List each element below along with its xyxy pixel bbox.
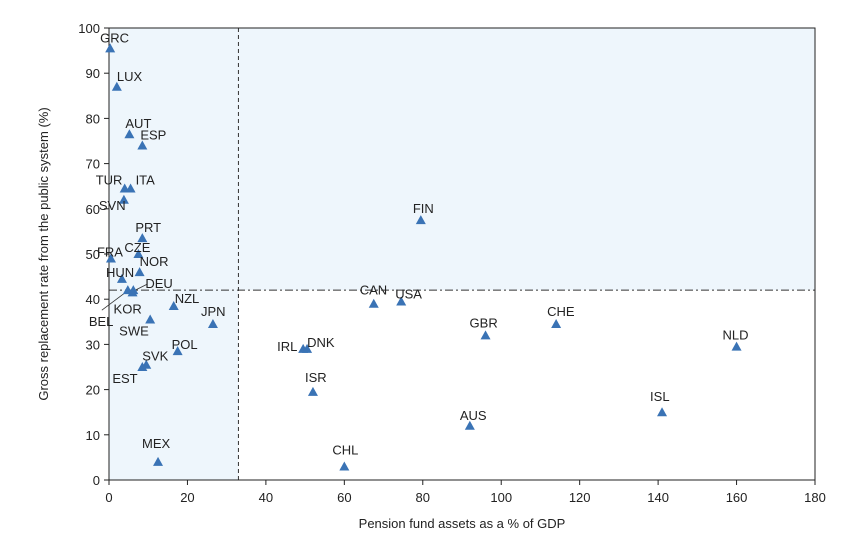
reference-lines [109, 28, 815, 480]
point-marker-chl [339, 461, 350, 471]
x-axis: 0 20 40 60 80 100 120 140 160 180 [105, 480, 826, 505]
point-label-svk: SVK [142, 349, 168, 364]
point-label-can: CAN [360, 283, 387, 298]
point-label-tur: TUR [96, 172, 123, 187]
x-tick-label: 180 [804, 490, 826, 505]
point-label-fra: FRA [97, 245, 123, 260]
point-label-jpn: JPN [201, 304, 226, 319]
y-tick-label: 40 [86, 292, 100, 307]
x-tick-label: 0 [105, 490, 112, 505]
point-marker-kor [127, 287, 138, 297]
point-label-che: CHE [547, 304, 575, 319]
y-axis: 0 10 20 30 40 50 60 70 80 90 100 [78, 21, 109, 488]
y-tick-label: 80 [86, 111, 100, 126]
point-label-svn: SVN [99, 198, 126, 213]
point-marker-cze [133, 249, 144, 258]
point-marker-nor [134, 267, 145, 277]
point-marker-nld [731, 341, 742, 351]
point-marker-jpn [207, 319, 218, 329]
point-marker-dnk [302, 343, 313, 353]
point-label-kor: KOR [114, 301, 142, 316]
point-label-swe: SWE [119, 324, 149, 339]
point-marker-usa [396, 296, 407, 306]
point-label-grc: GRC [100, 30, 129, 45]
point-label-irl: IRL [277, 339, 297, 354]
point-marker-esp [137, 140, 148, 150]
point-marker-lux [111, 81, 122, 91]
point-label-nld: NLD [723, 328, 749, 343]
x-tick-label: 80 [416, 490, 430, 505]
point-marker-nzl [168, 300, 179, 310]
point-marker-can [368, 298, 379, 308]
point-marker-isl [657, 407, 668, 417]
point-marker-pol [172, 346, 183, 356]
point-label-mex: MEX [142, 436, 171, 451]
y-tick-label: 60 [86, 202, 100, 217]
point-marker-ita [125, 183, 136, 193]
point-label-pol: POL [172, 337, 198, 352]
y-tick-label: 100 [78, 21, 100, 36]
x-tick-label: 120 [569, 490, 591, 505]
y-tick-label: 50 [86, 247, 100, 262]
point-label-aut: AUT [125, 116, 151, 131]
y-axis-title: Gross replacement rate from the public s… [36, 107, 51, 400]
point-label-gbr: GBR [470, 315, 498, 330]
point-label-chl: CHL [332, 442, 358, 457]
point-marker-svn [118, 194, 129, 204]
y-tick-label: 20 [86, 383, 100, 398]
point-label-cze: CZE [124, 240, 150, 255]
point-marker-aus [464, 420, 475, 430]
point-label-fin: FIN [413, 201, 434, 216]
x-tick-label: 160 [726, 490, 748, 505]
x-axis-title: Pension fund assets as a % of GDP [359, 516, 566, 531]
shaded-region-left [109, 28, 239, 480]
leader-line-bel [101, 291, 127, 311]
y-tick-label: 10 [86, 428, 100, 443]
point-marker-aut [124, 129, 135, 139]
point-marker-prt [137, 233, 148, 243]
point-label-isr: ISR [305, 370, 327, 385]
point-label-aus: AUS [460, 408, 487, 423]
point-label-hun: HUN [106, 265, 134, 280]
x-tick-label: 100 [490, 490, 512, 505]
x-tick-label: 140 [647, 490, 669, 505]
point-marker-fra [105, 253, 116, 263]
point-label-usa: USA [395, 286, 422, 301]
point-label-nor: NOR [140, 254, 169, 269]
y-tick-label: 70 [86, 157, 100, 172]
point-label-ita: ITA [136, 172, 156, 187]
point-marker-hun [116, 273, 127, 283]
point-label-esp: ESP [140, 128, 166, 143]
y-tick-label: 0 [93, 473, 100, 488]
point-label-dnk: DNK [307, 335, 335, 350]
point-marker-isr [307, 386, 318, 396]
point-label-bel: BEL [89, 314, 114, 329]
y-tick-label: 30 [86, 337, 100, 352]
point-marker-swe [145, 314, 156, 324]
point-marker-che [551, 319, 562, 329]
x-tick-label: 60 [337, 490, 351, 505]
shaded-region-top [238, 28, 815, 291]
x-tick-label: 40 [259, 490, 273, 505]
point-label-est: EST [112, 371, 137, 386]
point-marker-mex [153, 456, 164, 466]
data-points [105, 43, 742, 471]
point-label-prt: PRT [135, 220, 161, 235]
point-marker-grc [105, 43, 116, 53]
point-label-nzl: NZL [175, 291, 200, 306]
point-label-isl: ISL [650, 389, 670, 404]
point-marker-fin [415, 215, 426, 225]
point-marker-gbr [480, 330, 491, 340]
point-label-deu: DEU [145, 276, 172, 291]
point-label-lux: LUX [117, 69, 143, 84]
x-tick-label: 20 [180, 490, 194, 505]
y-tick-label: 90 [86, 66, 100, 81]
point-marker-est [137, 362, 148, 371]
